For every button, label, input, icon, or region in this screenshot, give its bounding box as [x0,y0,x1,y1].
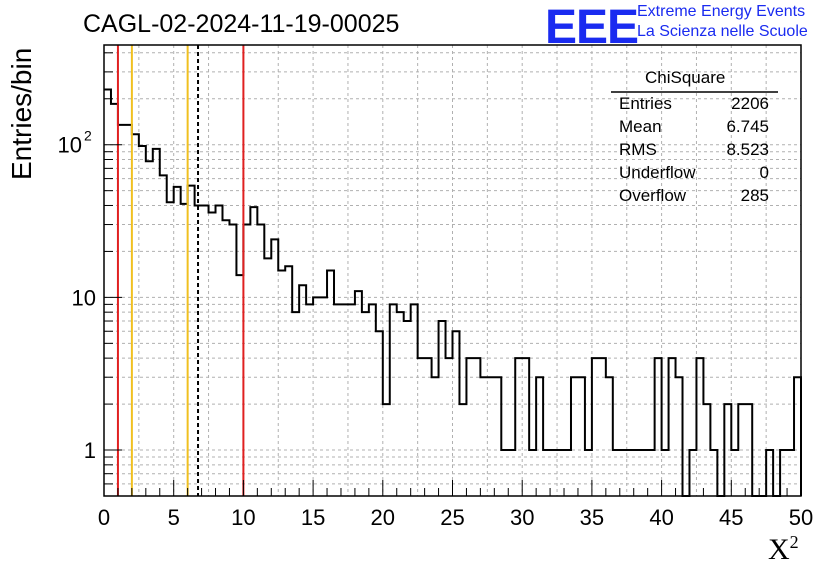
stats-value: 2206 [731,94,769,113]
y-tick-label-sup: 2 [84,128,92,144]
y-tick-label: 10 [58,133,82,158]
x-tick-label: 50 [789,505,813,530]
stats-value: 285 [740,186,769,205]
x-axis-label: X2 [768,532,799,567]
stats-key: Entries [619,94,672,113]
stats-key: Underflow [619,163,696,182]
x-tick-label: 5 [168,505,180,530]
x-tick-label: 0 [98,505,110,530]
x-axis-label-text: X [768,533,790,566]
x-tick-label: 25 [440,505,464,530]
stats-key: Mean [619,117,662,136]
y-tick-label: 1 [84,438,96,463]
stats-title: ChiSquare [645,68,726,87]
y-axis-label: Entries/bin [6,47,37,180]
x-tick-label: 45 [719,505,743,530]
stats-value: 8.523 [726,140,769,159]
x-tick-label: 20 [371,505,395,530]
x-tick-label: 15 [301,505,325,530]
stats-key: Overflow [619,186,687,205]
x-tick-label: 40 [649,505,673,530]
x-tick-label: 10 [231,505,255,530]
stats-value: 0 [759,163,769,182]
y-tick-label: 10 [72,285,96,310]
logo-line-2: La Scienza nelle Scuole [637,23,808,40]
stats-value: 6.745 [726,117,769,136]
logo-line-1: Extreme Energy Events [637,3,806,20]
histogram-line [104,88,802,497]
x-tick-label: 35 [580,505,604,530]
x-tick-label: 30 [510,505,534,530]
chart-title: CAGL-02-2024-11-19-00025 [83,10,400,38]
stats-key: RMS [619,140,657,159]
x-axis-label-sup: 2 [789,532,799,552]
